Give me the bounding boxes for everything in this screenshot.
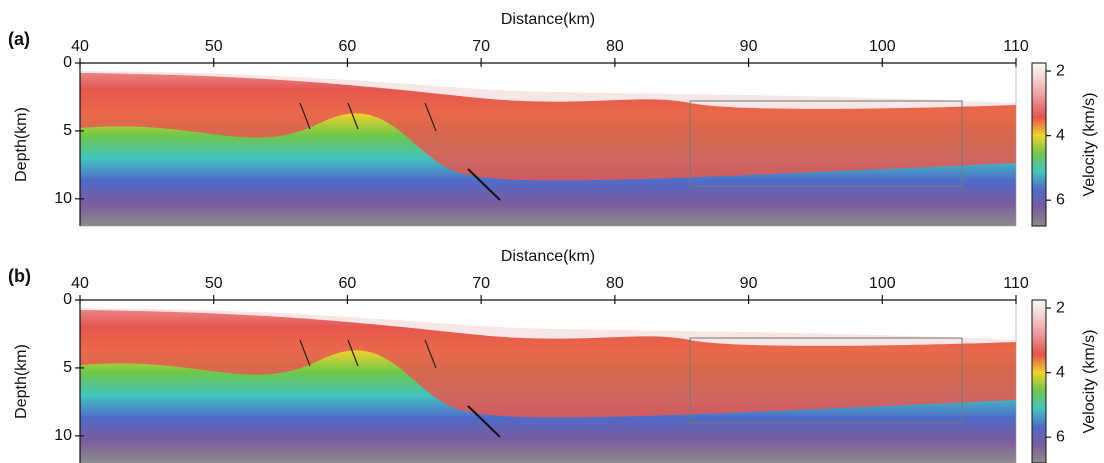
colorbar-tick-label: 4 bbox=[1056, 364, 1065, 381]
colorbar-tick-label: 6 bbox=[1056, 191, 1065, 208]
red-layer bbox=[80, 93, 1016, 181]
zoom-box bbox=[689, 337, 963, 424]
x-tick-label: 100 bbox=[869, 38, 896, 55]
x-axis-label: Distance(km) bbox=[501, 11, 595, 28]
colorbar-tick-label: 6 bbox=[1056, 428, 1065, 445]
x-tick-label: 60 bbox=[339, 275, 357, 292]
y-tick-label: 10 bbox=[54, 427, 72, 444]
y-tick-label: 5 bbox=[63, 122, 72, 139]
y-tick-label: 10 bbox=[54, 190, 72, 207]
y-tick-label: 0 bbox=[63, 291, 72, 308]
velocity-image bbox=[80, 300, 1016, 463]
arrow bbox=[467, 168, 501, 201]
velocity-image bbox=[80, 63, 1016, 226]
panel-label: (a) bbox=[8, 29, 30, 49]
x-tick-label: 70 bbox=[472, 38, 490, 55]
colorbar-label: Velocity (km/s) bbox=[1081, 92, 1098, 196]
panel-label: (b) bbox=[8, 266, 31, 286]
x-tick-label: 80 bbox=[606, 38, 624, 55]
zoom-box bbox=[689, 100, 963, 187]
colorbar-tick-label: 2 bbox=[1056, 299, 1065, 316]
y-axis-label: Depth(km) bbox=[13, 344, 30, 419]
y-tick-label: 5 bbox=[63, 359, 72, 376]
water bbox=[80, 300, 1016, 340]
x-tick-label: 90 bbox=[740, 38, 758, 55]
x-tick-label: 60 bbox=[339, 38, 357, 55]
arrow bbox=[299, 339, 311, 367]
x-axis-label: Distance(km) bbox=[501, 248, 595, 265]
red-layer bbox=[80, 330, 1016, 418]
x-tick-label: 50 bbox=[205, 275, 223, 292]
x-tick-label: 90 bbox=[740, 275, 758, 292]
arrow bbox=[424, 339, 437, 369]
colorbar-tick-label: 4 bbox=[1056, 127, 1065, 144]
x-tick-label: 50 bbox=[205, 38, 223, 55]
colorbar-label: Velocity (km/s) bbox=[1081, 329, 1098, 433]
water bbox=[80, 63, 1016, 103]
x-tick-label: 40 bbox=[71, 38, 89, 55]
arrow bbox=[347, 102, 359, 130]
x-tick-label: 110 bbox=[1003, 275, 1029, 292]
arrow bbox=[467, 405, 501, 438]
x-tick-label: 70 bbox=[472, 275, 490, 292]
arrow bbox=[299, 102, 311, 130]
arrow bbox=[347, 339, 359, 367]
y-tick-label: 0 bbox=[63, 54, 72, 71]
arrow bbox=[424, 102, 437, 132]
colorbar bbox=[1031, 62, 1047, 227]
colorbar bbox=[1031, 299, 1047, 463]
x-tick-label: 40 bbox=[71, 275, 89, 292]
x-tick-label: 80 bbox=[606, 275, 624, 292]
x-tick-label: 110 bbox=[1003, 38, 1029, 55]
y-axis-label: Depth(km) bbox=[13, 107, 30, 182]
x-tick-label: 100 bbox=[869, 275, 896, 292]
colorbar-tick-label: 2 bbox=[1056, 62, 1065, 79]
